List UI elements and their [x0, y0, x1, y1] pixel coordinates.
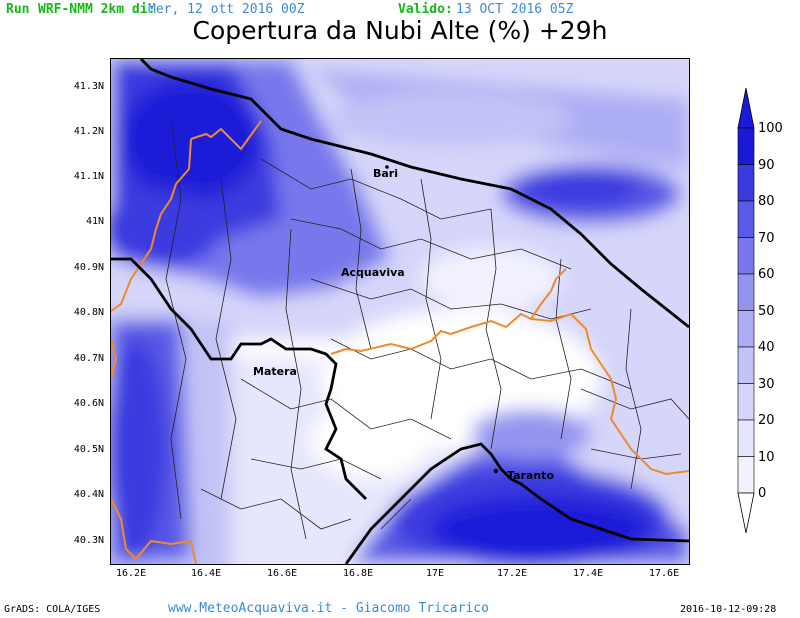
lat-label: 41N: [85, 216, 104, 227]
lon-label: 17E: [426, 568, 445, 579]
lon-label: 16.4E: [191, 568, 222, 579]
colorbar-label: 0: [758, 486, 767, 501]
colorbar-label: 20: [758, 413, 775, 428]
colorbar-segment: [737, 310, 755, 348]
lat-label: 40.9N: [73, 262, 104, 273]
lon-label: 16.6E: [267, 568, 298, 579]
lon-label: 17.6E: [649, 568, 680, 579]
lat-label: 41.2N: [73, 126, 104, 137]
colorbar-label: 60: [758, 267, 775, 282]
colorbar-top-arrow: [737, 88, 755, 129]
colorbar-segment: [737, 164, 755, 202]
lon-label: 17.2E: [497, 568, 528, 579]
colorbar-label: 50: [758, 304, 775, 319]
colorbar-label: 10: [758, 450, 775, 465]
init-time: Mer, 12 ott 2016 00Z: [148, 2, 305, 17]
lon-label: 16.2E: [116, 568, 147, 579]
colorbar-segment: [737, 127, 755, 165]
colorbar-segment: [737, 346, 755, 384]
colorbar-segment: [737, 456, 755, 494]
city-label-bari: Bari: [373, 167, 398, 180]
valid-label: Valido:: [398, 2, 453, 17]
colorbar-segment: [737, 273, 755, 311]
lat-label: 40.3N: [73, 535, 104, 546]
footer-timestamp: 2016-10-12-09:28: [680, 604, 777, 615]
lat-label: 40.8N: [73, 307, 104, 318]
colorbar: [737, 88, 755, 534]
colorbar-label: 80: [758, 194, 775, 209]
model-label: WRF-NMM 2km di:: [38, 2, 156, 17]
lat-label: 40.4N: [73, 489, 104, 500]
cloud-cover-map: Bari Acquaviva Matera Taranto: [111, 59, 689, 564]
colorbar-segment: [737, 383, 755, 421]
colorbar-bottom-arrow: [737, 492, 755, 534]
colorbar-segment: [737, 419, 755, 457]
municipal-borders: [165, 118, 689, 540]
province-borders: [111, 59, 689, 564]
valid-time: 13 OCT 2016 05Z: [456, 2, 574, 17]
city-label-matera: Matera: [253, 365, 297, 378]
city-markers: Bari Acquaviva Matera Taranto: [253, 165, 554, 482]
cloud-field: [111, 59, 689, 564]
colorbar-label: 90: [758, 158, 775, 173]
map-title: Copertura da Nubi Alte (%) +29h: [192, 16, 608, 45]
colorbar-label: 30: [758, 377, 775, 392]
colorbar-segment: [737, 200, 755, 238]
colorbar-segment: [737, 237, 755, 275]
city-label-taranto: Taranto: [507, 469, 554, 482]
city-marker-taranto: [493, 468, 499, 474]
colorbar-label: 70: [758, 231, 775, 246]
footer-website[interactable]: www.MeteoAcquaviva.it - Giacomo Tricaric…: [168, 601, 489, 616]
city-marker-bari: [385, 165, 389, 169]
colorbar-label: 100: [758, 121, 783, 136]
lon-label: 17.4E: [573, 568, 604, 579]
lat-label: 40.6N: [73, 398, 104, 409]
lon-label: 16.8E: [343, 568, 374, 579]
city-label-acquaviva: Acquaviva: [341, 266, 405, 279]
lat-label: 40.5N: [73, 444, 104, 455]
map-area: Bari Acquaviva Matera Taranto: [110, 58, 690, 565]
lat-label: 41.1N: [73, 171, 104, 182]
run-label: Run: [6, 2, 30, 17]
lat-label: 40.7N: [73, 353, 104, 364]
lat-label: 41.3N: [73, 81, 104, 92]
regional-borders: [111, 120, 689, 564]
footer-credit: GrADS: COLA/IGES: [4, 604, 101, 615]
colorbar-label: 40: [758, 340, 775, 355]
